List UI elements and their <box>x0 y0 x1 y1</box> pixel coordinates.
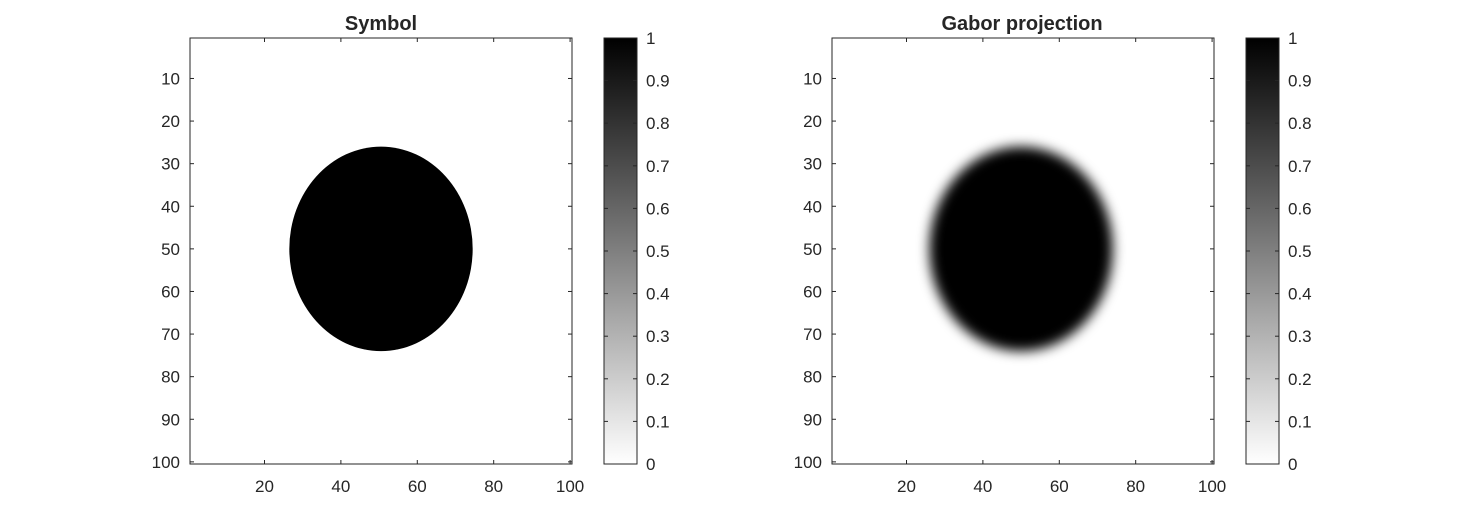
colorbar-tick-label: 0.3 <box>1288 327 1312 346</box>
colorbar-tick-label: 0 <box>1288 455 1297 474</box>
chart-title: Gabor projection <box>941 13 1102 35</box>
y-tick-label: 100 <box>152 453 180 472</box>
heatmap-image <box>289 147 472 351</box>
x-tick-label: 40 <box>973 477 992 496</box>
colorbar-tick-label: 0.6 <box>1288 199 1312 218</box>
colorbar: 0 0.1 0.2 0.3 0.4 0.5 0.6 0.7 0.8 0.9 1 <box>604 29 670 474</box>
colorbar-tick-label: 0.2 <box>646 370 670 389</box>
y-tick-label: 40 <box>803 197 822 216</box>
x-tick-label: 80 <box>484 477 503 496</box>
panel-gabor-projection: Gabor projection 20 40 60 80 100 10203040506… <box>794 13 1312 496</box>
y-tick-label: 40 <box>161 197 180 216</box>
y-tick-label: 50 <box>161 240 180 259</box>
panel-symbol: Symbol 20 40 60 80 100 102030405060708090100… <box>152 13 670 496</box>
y-tick-label: 80 <box>803 368 822 387</box>
y-tick-label: 10 <box>161 69 180 88</box>
y-tick-label: 10 <box>803 69 822 88</box>
colorbar-tick-label: 0.1 <box>1288 412 1312 431</box>
x-tick-label: 20 <box>255 477 274 496</box>
colorbar-tick-label: 0.4 <box>1288 285 1312 304</box>
y-tick-label: 60 <box>161 282 180 301</box>
y-tick-label: 30 <box>161 155 180 174</box>
colorbar-tick-label: 0 <box>646 455 655 474</box>
y-tick-label: 70 <box>161 325 180 344</box>
colorbar-tick-label: 1 <box>1288 29 1297 48</box>
colorbar-gradient <box>1246 38 1279 464</box>
colorbar-tick-label: 0.4 <box>646 285 670 304</box>
y-tick-label: 100 <box>794 453 822 472</box>
y-tick-label: 80 <box>161 368 180 387</box>
colorbar-gradient <box>604 38 637 464</box>
heatmap-image <box>929 147 1112 351</box>
colorbar-tick-label: 0.7 <box>1288 157 1312 176</box>
colorbar-tick-label: 0.8 <box>646 114 670 133</box>
colorbar-tick-label: 0.9 <box>646 72 670 91</box>
x-tick-label: 20 <box>897 477 916 496</box>
y-tick-label: 50 <box>803 240 822 259</box>
disk-region <box>289 147 472 351</box>
colorbar-tick-label: 0.5 <box>646 242 670 261</box>
x-tick-label: 60 <box>408 477 427 496</box>
x-tick-label: 100 <box>556 477 584 496</box>
colorbar-tick-label: 0.7 <box>646 157 670 176</box>
colorbar-tick-label: 0.6 <box>646 199 670 218</box>
colorbar-tick-label: 0.9 <box>1288 72 1312 91</box>
colorbar-tick-label: 0.5 <box>1288 242 1312 261</box>
disk-region <box>929 147 1112 351</box>
colorbar-tick-label: 0.2 <box>1288 370 1312 389</box>
colorbar: 0 0.1 0.2 0.3 0.4 0.5 0.6 0.7 0.8 0.9 1 <box>1246 29 1312 474</box>
colorbar-tick-label: 0.3 <box>646 327 670 346</box>
x-tick-label: 40 <box>331 477 350 496</box>
chart-title: Symbol <box>345 13 417 35</box>
y-tick-label: 90 <box>161 410 180 429</box>
y-tick-label: 70 <box>803 325 822 344</box>
colorbar-tick-label: 1 <box>646 29 655 48</box>
colorbar-tick-label: 0.8 <box>1288 114 1312 133</box>
y-tick-label: 90 <box>803 410 822 429</box>
y-tick-label: 20 <box>161 112 180 131</box>
x-tick-label: 80 <box>1126 477 1145 496</box>
y-tick-label: 60 <box>803 282 822 301</box>
colorbar-tick-label: 0.1 <box>646 412 670 431</box>
y-tick-label: 20 <box>803 112 822 131</box>
x-tick-label: 60 <box>1050 477 1069 496</box>
x-tick-label: 100 <box>1198 477 1226 496</box>
y-tick-label: 30 <box>803 155 822 174</box>
